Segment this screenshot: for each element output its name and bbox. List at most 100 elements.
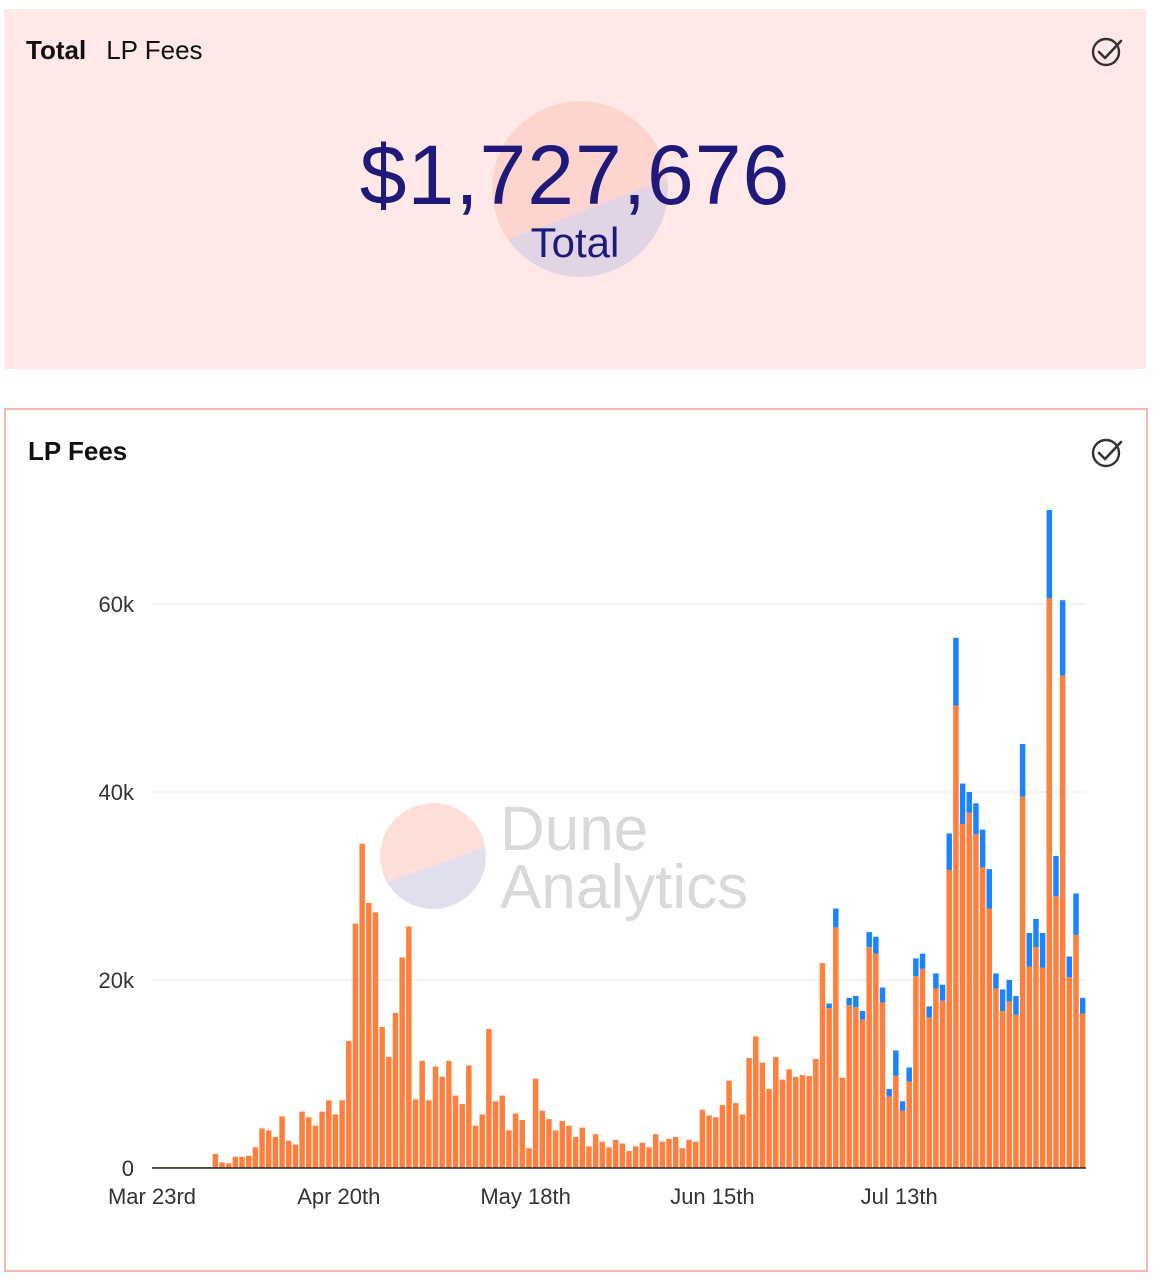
bar-lp-fees-orange[interactable] (339, 1100, 345, 1168)
bar-lp-fees-orange[interactable] (1019, 796, 1026, 1168)
bar-lp-fees-orange[interactable] (706, 1115, 712, 1168)
bar-lp-fees-orange[interactable] (779, 1079, 786, 1168)
bar-lp-fees-blue[interactable] (873, 936, 879, 954)
bar-lp-fees-orange[interactable] (419, 1060, 425, 1168)
bar-lp-fees-orange[interactable] (372, 912, 379, 1168)
bar-lp-fees-orange[interactable] (286, 1140, 292, 1168)
bar-lp-fees-orange[interactable] (552, 1130, 559, 1168)
bar-lp-fees-orange[interactable] (1079, 1013, 1086, 1168)
bar-lp-fees-orange[interactable] (659, 1141, 666, 1168)
bar-lp-fees-orange[interactable] (933, 988, 939, 1168)
bar-lp-fees-orange[interactable] (532, 1078, 539, 1168)
bar-lp-fees-orange[interactable] (459, 1104, 465, 1168)
bar-lp-fees-orange[interactable] (806, 1075, 812, 1168)
bar-lp-fees-blue[interactable] (859, 1011, 866, 1020)
bar-lp-fees-orange[interactable] (559, 1121, 566, 1168)
bar-lp-fees-blue[interactable] (886, 1089, 892, 1097)
bar-lp-fees-orange[interactable] (1006, 1001, 1013, 1168)
bar-lp-fees-orange[interactable] (586, 1146, 592, 1168)
bar-lp-fees-blue[interactable] (933, 973, 939, 989)
bar-lp-fees-orange[interactable] (566, 1125, 572, 1168)
bar-lp-fees-blue[interactable] (979, 829, 986, 868)
bar-lp-fees-orange[interactable] (819, 963, 826, 1168)
bar-lp-fees-orange[interactable] (512, 1113, 519, 1168)
bar-lp-fees-blue[interactable] (913, 958, 919, 977)
bar-lp-fees-orange[interactable] (946, 870, 952, 1168)
bar-lp-fees-orange[interactable] (893, 1075, 899, 1168)
bar-lp-fees-blue[interactable] (926, 1006, 932, 1018)
bar-lp-fees-orange[interactable] (853, 1007, 859, 1168)
bar-lp-fees-orange[interactable] (993, 988, 999, 1168)
bar-lp-fees-orange[interactable] (686, 1139, 692, 1168)
bar-lp-fees-orange[interactable] (426, 1100, 432, 1168)
bar-lp-fees-blue[interactable] (893, 1050, 899, 1076)
bar-lp-fees-blue[interactable] (973, 803, 979, 835)
bar-lp-fees-orange[interactable] (626, 1151, 632, 1168)
bar-lp-fees-orange[interactable] (572, 1136, 579, 1168)
bar-lp-fees-orange[interactable] (499, 1095, 505, 1168)
bar-lp-fees-orange[interactable] (492, 1101, 499, 1168)
bar-lp-fees-orange[interactable] (679, 1148, 686, 1168)
bar-lp-fees-orange[interactable] (1026, 966, 1033, 1168)
bar-lp-fees-orange[interactable] (386, 1057, 392, 1168)
check-circle-icon[interactable] (1090, 436, 1124, 470)
bar-lp-fees-orange[interactable] (266, 1130, 272, 1168)
bar-lp-fees-blue[interactable] (1013, 995, 1019, 1015)
bar-lp-fees-orange[interactable] (826, 1008, 832, 1168)
bar-lp-fees-orange[interactable] (746, 1058, 752, 1168)
bar-lp-fees-orange[interactable] (886, 1096, 892, 1168)
bar-lp-fees-orange[interactable] (1013, 1014, 1019, 1168)
bar-lp-fees-orange[interactable] (986, 908, 992, 1168)
bar-lp-fees-orange[interactable] (632, 1146, 639, 1168)
bar-lp-fees-orange[interactable] (959, 823, 966, 1168)
bar-lp-fees-blue[interactable] (1079, 997, 1086, 1014)
bar-lp-fees-orange[interactable] (326, 1100, 332, 1168)
bar-lp-fees-orange[interactable] (939, 1000, 946, 1168)
bar-lp-fees-blue[interactable] (919, 953, 926, 969)
bar-lp-fees-orange[interactable] (506, 1130, 512, 1168)
bar-lp-fees-orange[interactable] (833, 927, 839, 1168)
bar-lp-fees-blue[interactable] (953, 637, 959, 706)
bar-lp-fees-orange[interactable] (639, 1142, 646, 1168)
bar-lp-fees-orange[interactable] (1033, 947, 1039, 1168)
bar-lp-fees-orange[interactable] (366, 902, 372, 1168)
bar-lp-fees-orange[interactable] (753, 1036, 759, 1168)
bar-lp-fees-orange[interactable] (239, 1156, 245, 1168)
bar-lp-fees-blue[interactable] (853, 995, 859, 1008)
bar-lp-fees-orange[interactable] (619, 1143, 626, 1168)
bar-lp-fees-orange[interactable] (899, 1110, 906, 1168)
bar-lp-fees-orange[interactable] (1059, 675, 1066, 1168)
bar-lp-fees-orange[interactable] (352, 923, 359, 1168)
bar-lp-fees-blue[interactable] (993, 973, 999, 989)
bar-lp-fees-orange[interactable] (999, 1011, 1006, 1168)
bar-lp-fees-orange[interactable] (793, 1076, 799, 1168)
bar-lp-fees-orange[interactable] (432, 1066, 439, 1168)
bar-lp-fees-blue[interactable] (879, 987, 886, 1003)
bar-lp-fees-orange[interactable] (592, 1134, 599, 1168)
bar-lp-fees-orange[interactable] (406, 926, 412, 1168)
bar-lp-fees-orange[interactable] (652, 1134, 659, 1168)
bar-lp-fees-orange[interactable] (232, 1156, 239, 1168)
bar-lp-fees-orange[interactable] (786, 1069, 792, 1168)
bar-lp-fees-orange[interactable] (299, 1111, 305, 1168)
bar-lp-fees-blue[interactable] (1019, 744, 1026, 797)
bar-lp-fees-orange[interactable] (1073, 934, 1079, 1168)
bar-lp-fees-orange[interactable] (1039, 967, 1046, 1168)
bar-lp-fees-orange[interactable] (879, 1002, 886, 1168)
bar-lp-fees-orange[interactable] (446, 1060, 452, 1168)
bar-lp-fees-orange[interactable] (859, 1019, 866, 1168)
bar-lp-fees-blue[interactable] (1073, 893, 1079, 935)
bar-lp-fees-blue[interactable] (1053, 855, 1059, 897)
bar-lp-fees-orange[interactable] (312, 1125, 319, 1168)
bar-lp-fees-blue[interactable] (1046, 510, 1053, 599)
bar-lp-fees-orange[interactable] (379, 1027, 385, 1168)
bar-lp-fees-blue[interactable] (939, 984, 946, 1001)
bar-lp-fees-orange[interactable] (272, 1136, 279, 1168)
bar-lp-fees-blue[interactable] (866, 932, 872, 948)
bar-lp-fees-orange[interactable] (913, 976, 919, 1168)
bar-lp-fees-orange[interactable] (526, 1148, 532, 1168)
bar-lp-fees-orange[interactable] (219, 1162, 225, 1168)
bar-lp-fees-orange[interactable] (726, 1080, 732, 1168)
bar-lp-fees-orange[interactable] (392, 1012, 399, 1168)
bar-lp-fees-orange[interactable] (519, 1120, 525, 1168)
